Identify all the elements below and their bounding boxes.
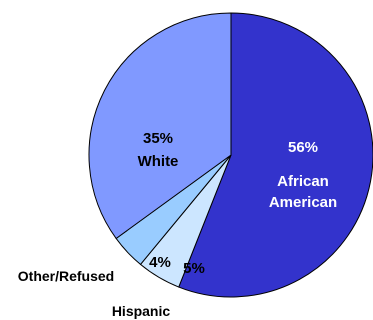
slice-label-hispanic-0: 5%	[183, 260, 205, 277]
slice-label-white-1: White	[138, 153, 179, 170]
slice-label-african-american-0: 56%	[288, 139, 318, 156]
slice-label-other-refused-0: 4%	[149, 254, 171, 271]
slice-label-other-refused-1: Other/Refused	[18, 268, 114, 284]
slice-label-african-american-1: African	[277, 173, 329, 190]
pie-slice-african-american	[178, 12, 373, 298]
pie-slice-white	[88, 12, 232, 240]
slice-label-hispanic-1: Hispanic	[112, 303, 171, 319]
slice-label-african-american-2: American	[269, 194, 337, 211]
slice-label-white-0: 35%	[143, 130, 173, 147]
